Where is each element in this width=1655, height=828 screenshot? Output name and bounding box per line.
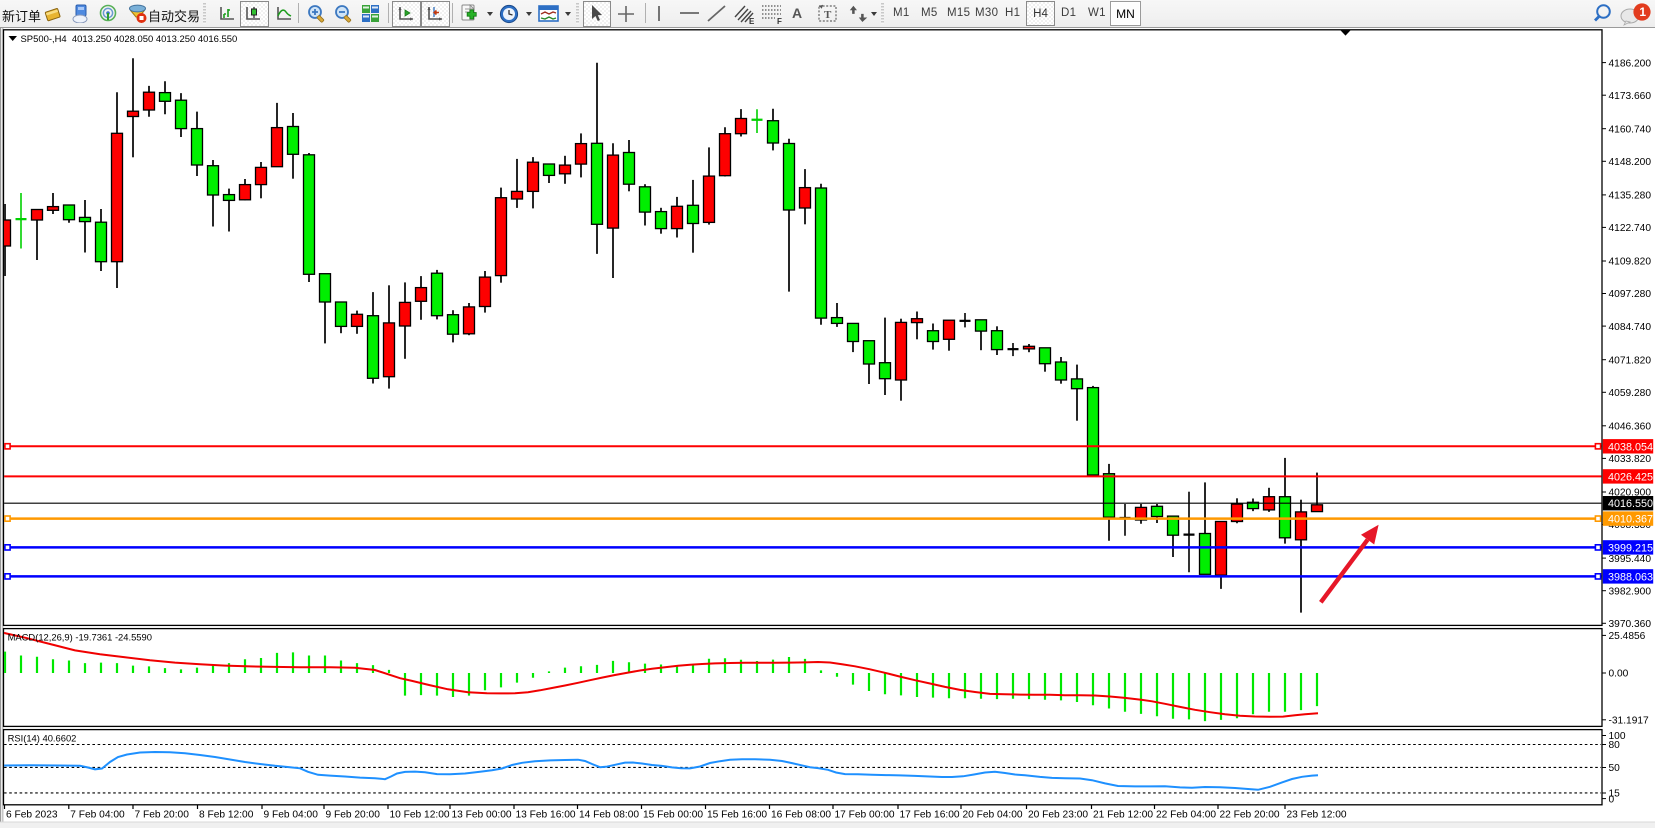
svg-text:100: 100: [1609, 731, 1626, 742]
svg-text:4020.900: 4020.900: [1609, 488, 1652, 499]
svg-text:21 Feb 12:00: 21 Feb 12:00: [1093, 809, 1153, 820]
svg-text:15: 15: [1609, 789, 1621, 800]
svg-text:14 Feb 08:00: 14 Feb 08:00: [579, 809, 639, 820]
svg-text:3999.215: 3999.215: [1608, 542, 1653, 554]
svg-text:4010.367: 4010.367: [1608, 514, 1653, 526]
svg-text:4122.740: 4122.740: [1609, 223, 1652, 234]
svg-text:4016.550: 4016.550: [1608, 498, 1653, 510]
svg-text:20 Feb 23:00: 20 Feb 23:00: [1028, 809, 1088, 820]
svg-text:0: 0: [1609, 794, 1615, 805]
svg-text:4135.280: 4135.280: [1609, 191, 1652, 202]
svg-text:17 Feb 00:00: 17 Feb 00:00: [835, 809, 895, 820]
svg-text:9 Feb 20:00: 9 Feb 20:00: [326, 809, 381, 820]
svg-text:4026.425: 4026.425: [1608, 471, 1653, 483]
svg-text:7 Feb 04:00: 7 Feb 04:00: [70, 809, 125, 820]
svg-text:13 Feb 16:00: 13 Feb 16:00: [516, 809, 576, 820]
svg-text:0.00: 0.00: [1609, 669, 1629, 680]
svg-text:RSI(14) 40.6602: RSI(14) 40.6602: [8, 733, 77, 744]
svg-text:16 Feb 08:00: 16 Feb 08:00: [771, 809, 831, 820]
svg-text:-31.1917: -31.1917: [1609, 716, 1650, 727]
svg-text:4084.740: 4084.740: [1609, 322, 1652, 333]
svg-text:8 Feb 12:00: 8 Feb 12:00: [199, 809, 254, 820]
svg-text:10 Feb 12:00: 10 Feb 12:00: [390, 809, 450, 820]
svg-text:80: 80: [1609, 740, 1621, 751]
svg-text:50: 50: [1609, 763, 1621, 774]
svg-text:3988.063: 3988.063: [1608, 571, 1653, 583]
svg-text:4148.200: 4148.200: [1609, 157, 1652, 168]
svg-text:17 Feb 16:00: 17 Feb 16:00: [900, 809, 960, 820]
svg-text:3982.900: 3982.900: [1609, 586, 1652, 597]
svg-text:22 Feb 04:00: 22 Feb 04:00: [1156, 809, 1216, 820]
svg-text:F: F: [777, 17, 782, 25]
svg-text:4059.280: 4059.280: [1609, 388, 1652, 399]
svg-text:25.4856: 25.4856: [1609, 631, 1646, 642]
svg-text:E: E: [749, 17, 755, 25]
svg-text:6 Feb 2023: 6 Feb 2023: [6, 809, 58, 820]
svg-text:4109.820: 4109.820: [1609, 257, 1652, 268]
svg-text:4033.820: 4033.820: [1609, 454, 1652, 465]
svg-text:4071.820: 4071.820: [1609, 355, 1652, 366]
svg-text:13 Feb 00:00: 13 Feb 00:00: [452, 809, 512, 820]
svg-text:15 Feb 16:00: 15 Feb 16:00: [707, 809, 767, 820]
svg-text:4046.360: 4046.360: [1609, 422, 1652, 433]
svg-text:4186.200: 4186.200: [1609, 58, 1652, 69]
svg-text:22 Feb 20:00: 22 Feb 20:00: [1220, 809, 1280, 820]
svg-text:SP500-,H4 4013.250 4028.050 4: SP500-,H4 4013.250 4028.050 4013.250 401…: [21, 34, 238, 45]
svg-text:9 Feb 04:00: 9 Feb 04:00: [264, 809, 319, 820]
svg-text:4160.740: 4160.740: [1609, 124, 1652, 135]
svg-text:4038.054: 4038.054: [1608, 441, 1653, 453]
svg-text:4173.660: 4173.660: [1609, 91, 1652, 102]
svg-text:3970.360: 3970.360: [1609, 619, 1652, 630]
svg-text:7 Feb 20:00: 7 Feb 20:00: [135, 809, 190, 820]
svg-text:15 Feb 00:00: 15 Feb 00:00: [643, 809, 703, 820]
svg-text:20 Feb 04:00: 20 Feb 04:00: [963, 809, 1023, 820]
svg-text:4097.280: 4097.280: [1609, 289, 1652, 300]
svg-text:23 Feb 12:00: 23 Feb 12:00: [1287, 809, 1347, 820]
svg-text:3995.440: 3995.440: [1609, 554, 1652, 565]
svg-text:MACD(12,26,9) -19.7361 -24.559: MACD(12,26,9) -19.7361 -24.5590: [8, 632, 152, 643]
svg-text:1: 1: [1639, 5, 1646, 19]
svg-text:T: T: [824, 9, 832, 21]
